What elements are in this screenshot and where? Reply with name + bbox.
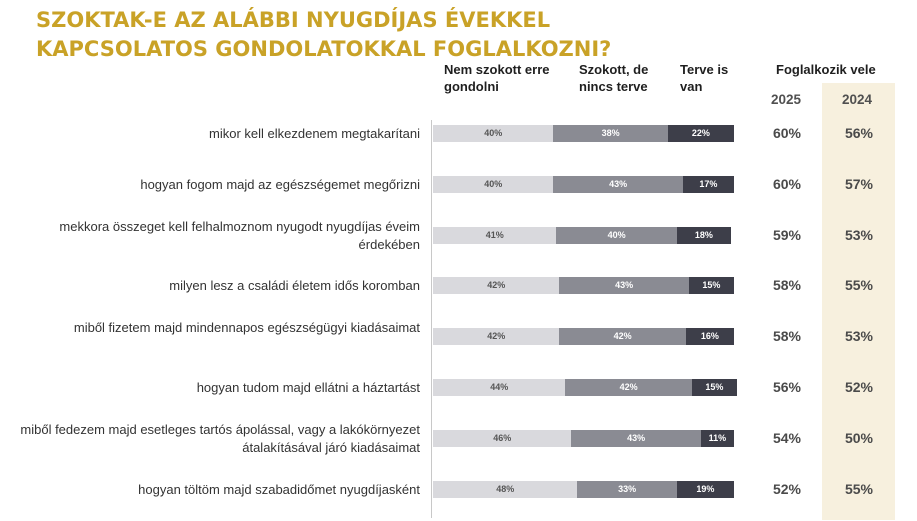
foglalkozik-2025-value: 52% (772, 481, 802, 497)
category-label: mikor kell elkezdenem megtakarítani (209, 126, 420, 141)
bar-segment-s1: 48% (433, 481, 578, 498)
bar-segment-s1: 44% (433, 379, 566, 396)
category-label: hogyan töltöm majd szabadidőmet nyugdíja… (138, 482, 420, 497)
foglalkozik-2025-value: 60% (772, 125, 802, 141)
header-nem-szokott: Nem szokott erre gondolni (444, 62, 550, 94)
foglalkozik-2024-value: 55% (844, 277, 874, 293)
bar-segment-s2: 43% (559, 277, 689, 294)
foglalkozik-2024-value: 55% (844, 481, 874, 497)
bar-segment-s2: 38% (553, 125, 668, 142)
year-label-2025: 2025 (771, 92, 802, 107)
bar-segment-s1: 46% (433, 430, 572, 447)
bar-segment-s2: 42% (565, 379, 692, 396)
bar-segment-s1: 42% (433, 277, 560, 294)
foglalkozik-2024-value: 50% (844, 430, 874, 446)
foglalkozik-2025-value: 58% (772, 277, 802, 293)
foglalkozik-2025-value: 54% (772, 430, 802, 446)
bar-segment-s3: 16% (685, 328, 734, 345)
foglalkozik-2025-value: 58% (772, 328, 802, 344)
foglalkozik-2024-value: 57% (844, 176, 874, 192)
chart-title: SZOKTAK-E AZ ALÁBBI NYUGDÍJAS ÉVEKKEL KA… (36, 8, 612, 61)
foglalkozik-2025-value: 56% (772, 379, 802, 395)
bar-segment-s3: 18% (676, 227, 731, 244)
bar-segment-s1: 42% (433, 328, 560, 345)
bar-segment-s3: 15% (688, 277, 734, 294)
foglalkozik-2024-value: 56% (844, 125, 874, 141)
category-label: miből fedezem majd esetleges tartós ápol… (20, 422, 420, 455)
foglalkozik-2024-value: 53% (844, 227, 874, 243)
bar-segment-s3: 19% (676, 481, 734, 498)
bar-segment-s2: 40% (556, 227, 677, 244)
bar-segment-s3: 17% (682, 176, 734, 193)
header-foglalkozik-vele: Foglalkozik vele (776, 62, 876, 77)
category-label: milyen lesz a családi életem idős koromb… (169, 278, 420, 293)
header-szokott-nincs-terve: Szokott, de nincs terve (579, 62, 649, 94)
foglalkozik-2024-value: 53% (844, 328, 874, 344)
year-2024-highlight-column (822, 83, 895, 520)
bar-segment-s1: 40% (433, 125, 554, 142)
header-terve-is-van: Terve is van (680, 62, 729, 94)
category-label: hogyan fogom majd az egészségemet megőri… (140, 177, 420, 192)
category-label: mekkora összeget kell felhalmoznom nyugo… (59, 219, 420, 252)
category-label: hogyan tudom majd ellátni a háztartást (196, 380, 420, 395)
year-label-2024: 2024 (842, 92, 873, 107)
foglalkozik-2025-value: 60% (772, 176, 802, 192)
bar-segment-s2: 43% (571, 430, 701, 447)
bar-axis-line (431, 120, 432, 518)
bar-segment-s1: 41% (433, 227, 557, 244)
bar-segment-s3: 22% (667, 125, 734, 142)
bar-segment-s2: 33% (577, 481, 677, 498)
bar-segment-s3: 15% (691, 379, 737, 396)
foglalkozik-2024-value: 52% (844, 379, 874, 395)
bar-segment-s2: 43% (553, 176, 683, 193)
bar-segment-s2: 42% (559, 328, 686, 345)
bar-segment-s3: 11% (700, 430, 734, 447)
foglalkozik-2025-value: 59% (772, 227, 802, 243)
bar-segment-s1: 40% (433, 176, 554, 193)
category-label: miből fizetem majd mindennapos egészségü… (73, 320, 420, 335)
